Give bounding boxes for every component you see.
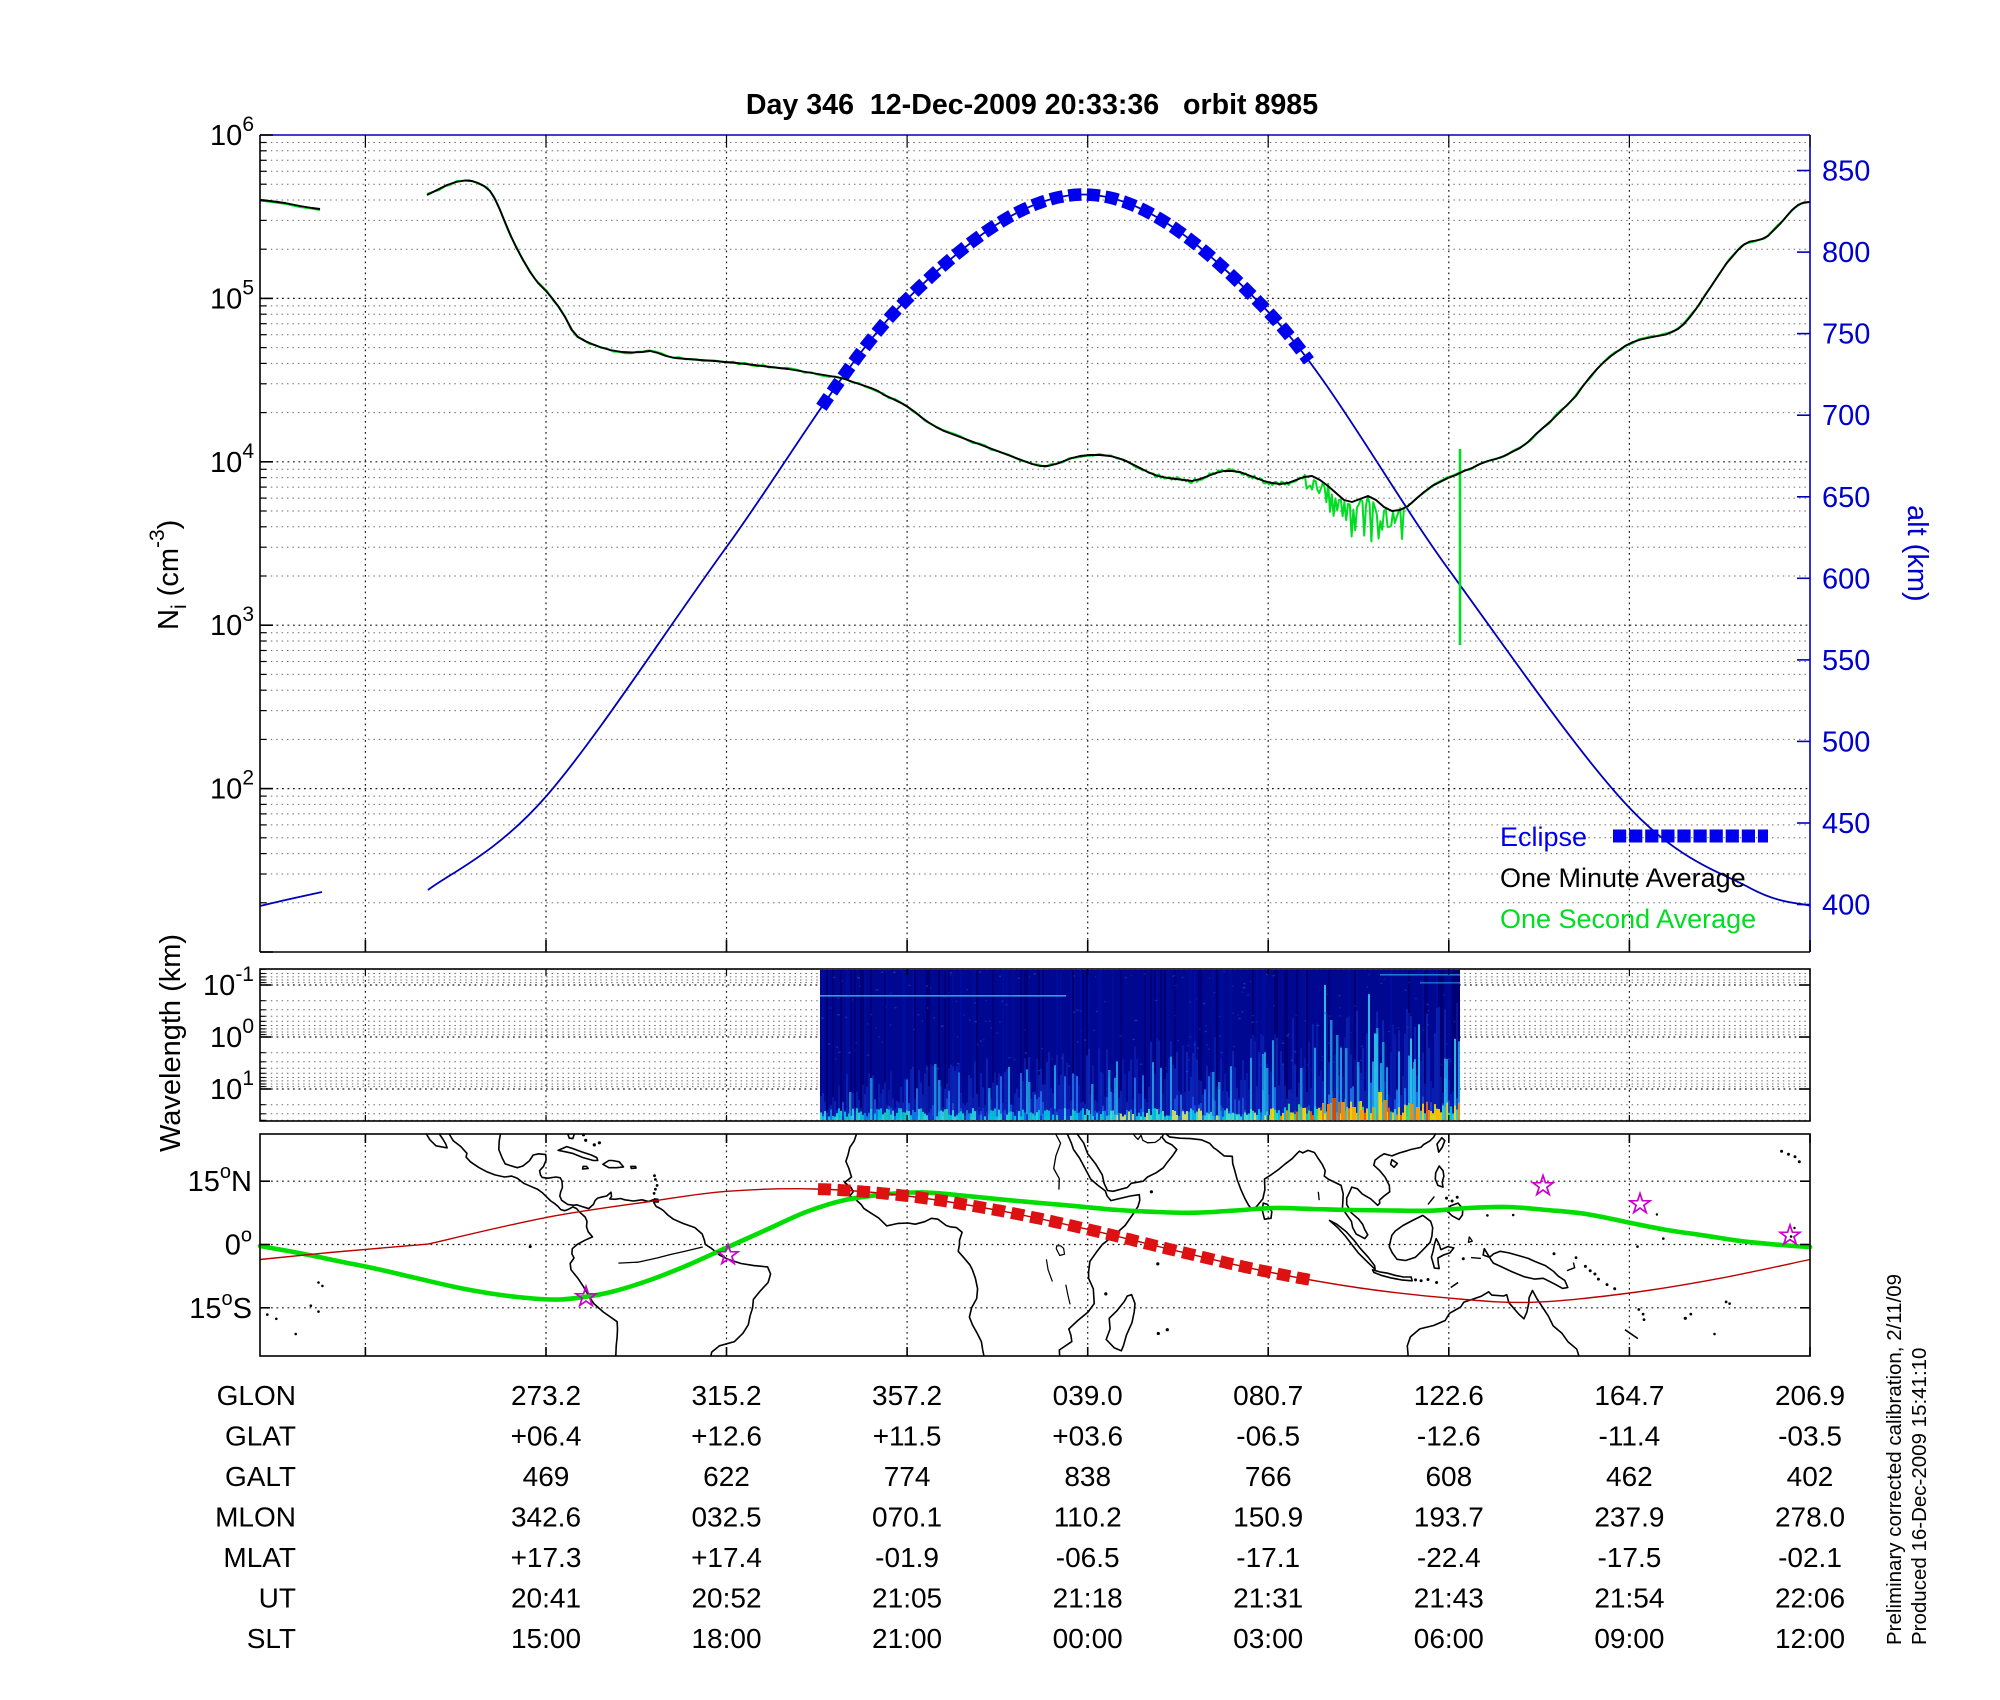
svg-text:450: 450 xyxy=(1822,808,1870,840)
svg-text:00:00: 00:00 xyxy=(1053,1623,1123,1654)
svg-text:Eclipse: Eclipse xyxy=(1500,822,1587,852)
svg-text:550: 550 xyxy=(1822,645,1870,677)
svg-text:MLON: MLON xyxy=(215,1502,296,1533)
svg-text:650: 650 xyxy=(1822,482,1870,514)
svg-text:Wavelength (km): Wavelength (km) xyxy=(155,934,187,1152)
svg-text:-06.5: -06.5 xyxy=(1236,1421,1300,1452)
svg-text:039.0: 039.0 xyxy=(1053,1380,1123,1411)
svg-text:GALT: GALT xyxy=(225,1461,296,1492)
svg-text:UT: UT xyxy=(259,1583,296,1614)
svg-text:342.6: 342.6 xyxy=(511,1502,581,1533)
svg-text:21:54: 21:54 xyxy=(1594,1583,1664,1614)
svg-text:357.2: 357.2 xyxy=(872,1380,942,1411)
svg-text:700: 700 xyxy=(1822,400,1870,432)
svg-text:21:00: 21:00 xyxy=(872,1623,942,1654)
svg-text:150.9: 150.9 xyxy=(1233,1502,1303,1533)
svg-text:06:00: 06:00 xyxy=(1414,1623,1484,1654)
svg-text:237.9: 237.9 xyxy=(1594,1502,1664,1533)
svg-text:622: 622 xyxy=(703,1461,750,1492)
svg-text:278.0: 278.0 xyxy=(1775,1502,1845,1533)
svg-text:600: 600 xyxy=(1822,563,1870,595)
svg-text:20:52: 20:52 xyxy=(691,1583,761,1614)
svg-text:206.9: 206.9 xyxy=(1775,1380,1845,1411)
svg-text:080.7: 080.7 xyxy=(1233,1380,1303,1411)
svg-text:273.2: 273.2 xyxy=(511,1380,581,1411)
svg-text:+12.6: +12.6 xyxy=(691,1421,762,1452)
svg-text:164.7: 164.7 xyxy=(1594,1380,1664,1411)
svg-text:193.7: 193.7 xyxy=(1414,1502,1484,1533)
svg-text:+03.6: +03.6 xyxy=(1052,1421,1123,1452)
svg-text:-01.9: -01.9 xyxy=(875,1542,939,1573)
svg-text:500: 500 xyxy=(1822,726,1870,758)
svg-text:838: 838 xyxy=(1064,1461,1111,1492)
svg-text:-12.6: -12.6 xyxy=(1417,1421,1481,1452)
svg-text:+06.4: +06.4 xyxy=(511,1421,582,1452)
svg-text:15:00: 15:00 xyxy=(511,1623,581,1654)
svg-text:Produced 16-Dec-2009 15:41:10: Produced 16-Dec-2009 15:41:10 xyxy=(1908,1348,1931,1645)
svg-text:21:05: 21:05 xyxy=(872,1583,942,1614)
svg-text:One Minute Average: One Minute Average xyxy=(1500,863,1746,893)
svg-text:Day 346 12-Dec-2009 20:33:36: Day 346 12-Dec-2009 20:33:36 orbit 8985 xyxy=(746,89,1318,121)
svg-text:122.6: 122.6 xyxy=(1414,1380,1484,1411)
svg-text:766: 766 xyxy=(1245,1461,1292,1492)
svg-text:032.5: 032.5 xyxy=(691,1502,761,1533)
svg-text:alt (km): alt (km) xyxy=(1901,505,1933,602)
svg-text:MLAT: MLAT xyxy=(223,1542,296,1573)
svg-text:15oS: 15oS xyxy=(189,1288,252,1325)
svg-text:315.2: 315.2 xyxy=(691,1380,761,1411)
svg-text:110.2: 110.2 xyxy=(1054,1502,1122,1533)
svg-text:20:41: 20:41 xyxy=(511,1583,581,1614)
svg-text:One Second Average: One Second Average xyxy=(1500,904,1756,934)
svg-text:03:00: 03:00 xyxy=(1233,1623,1303,1654)
svg-text:-17.1: -17.1 xyxy=(1236,1542,1300,1573)
svg-text:21:31: 21:31 xyxy=(1233,1583,1303,1614)
svg-text:469: 469 xyxy=(523,1461,570,1492)
svg-text:402: 402 xyxy=(1787,1461,1834,1492)
svg-text:774: 774 xyxy=(884,1461,931,1492)
svg-text:400: 400 xyxy=(1822,890,1870,922)
svg-text:15oN: 15oN xyxy=(188,1161,252,1198)
svg-text:GLON: GLON xyxy=(217,1380,296,1411)
svg-text:-17.5: -17.5 xyxy=(1597,1542,1661,1573)
svg-text:750: 750 xyxy=(1822,319,1870,351)
svg-text:21:43: 21:43 xyxy=(1414,1583,1484,1614)
svg-text:850: 850 xyxy=(1822,156,1870,188)
svg-text:-11.4: -11.4 xyxy=(1599,1421,1661,1452)
svg-text:462: 462 xyxy=(1606,1461,1653,1492)
svg-text:-06.5: -06.5 xyxy=(1056,1542,1120,1573)
svg-text:-03.5: -03.5 xyxy=(1778,1421,1842,1452)
svg-text:608: 608 xyxy=(1425,1461,1472,1492)
svg-text:SLT: SLT xyxy=(247,1623,296,1654)
svg-text:Preliminary corrected calibrat: Preliminary corrected calibration, 2/11/… xyxy=(1883,1274,1906,1645)
svg-text:22:06: 22:06 xyxy=(1775,1583,1845,1614)
svg-text:+17.3: +17.3 xyxy=(511,1542,582,1573)
svg-text:+17.4: +17.4 xyxy=(691,1542,762,1573)
svg-text:+11.5: +11.5 xyxy=(873,1421,942,1452)
svg-text:18:00: 18:00 xyxy=(691,1623,761,1654)
svg-text:09:00: 09:00 xyxy=(1594,1623,1664,1654)
svg-text:21:18: 21:18 xyxy=(1053,1583,1123,1614)
svg-text:12:00: 12:00 xyxy=(1775,1623,1845,1654)
svg-text:800: 800 xyxy=(1822,237,1870,269)
svg-text:-02.1: -02.1 xyxy=(1778,1542,1842,1573)
svg-text:-22.4: -22.4 xyxy=(1417,1542,1481,1573)
svg-text:070.1: 070.1 xyxy=(872,1502,942,1533)
svg-text:GLAT: GLAT xyxy=(225,1421,296,1452)
